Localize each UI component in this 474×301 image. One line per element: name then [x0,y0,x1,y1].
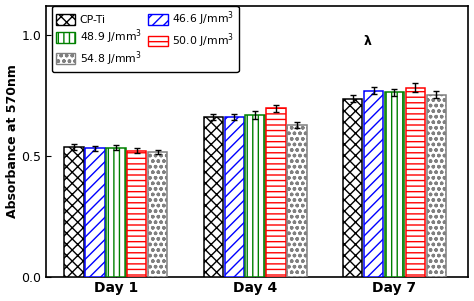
Bar [364,91,383,277]
Bar [287,125,307,277]
Bar [127,151,146,277]
Bar [64,147,84,277]
Bar [246,115,265,277]
Legend: CP-Ti, 48.9 J/mm$^3$, 54.8 J/mm$^3$, 46.6 J/mm$^3$, 50.0 J/mm$^3$: CP-Ti, 48.9 J/mm$^3$, 54.8 J/mm$^3$, 46.… [52,5,238,72]
Bar [427,95,446,277]
Bar [266,108,286,277]
Y-axis label: Absorbance at 570nm: Absorbance at 570nm [6,64,18,218]
Bar [85,148,105,277]
Text: δ: δ [210,61,218,74]
Text: λ: λ [363,35,371,48]
Bar [148,152,167,277]
Text: β: β [196,52,205,66]
Text: θ: θ [223,61,231,74]
Bar [106,148,126,277]
Text: α: α [199,61,208,74]
Bar [385,92,404,277]
Bar [406,88,425,277]
Bar [204,117,223,277]
Bar [343,99,362,277]
Bar [225,117,244,277]
Text: γ: γ [223,52,231,66]
